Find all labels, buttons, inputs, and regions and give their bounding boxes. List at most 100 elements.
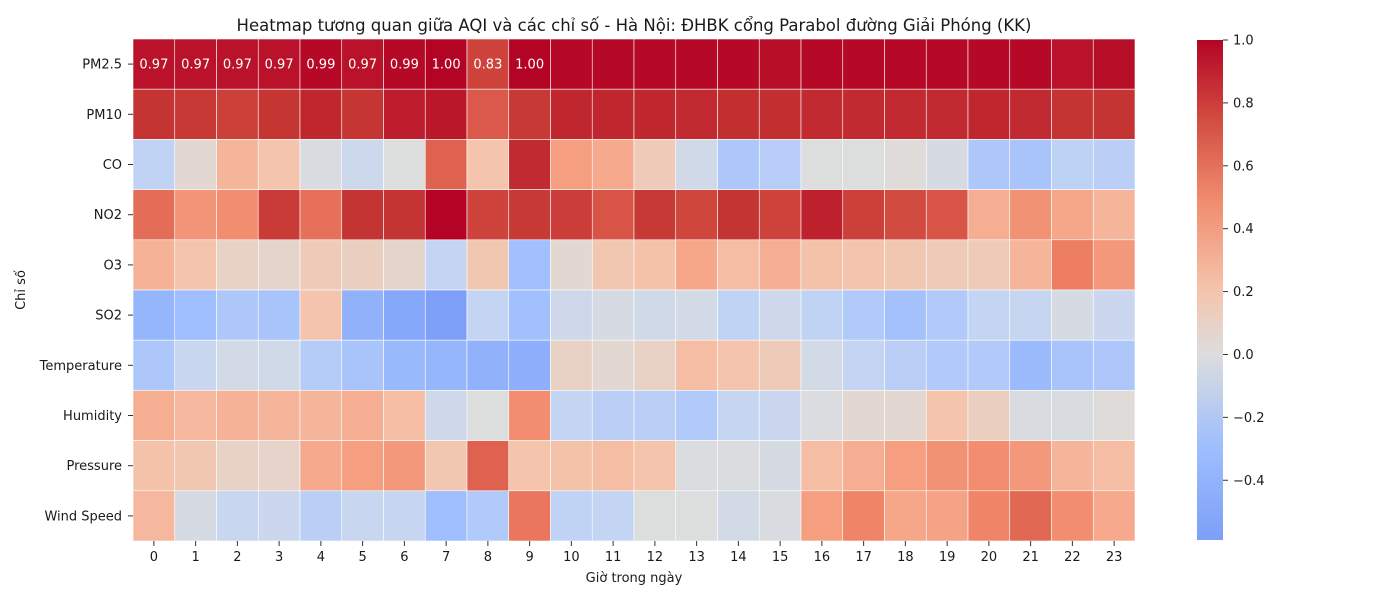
- heatmap-cell: [967, 440, 1011, 492]
- x-tick-label: 20: [981, 550, 998, 565]
- heatmap-cell: [717, 38, 760, 90]
- y-tick-labels: PM2.5 PM10 CO NO2 O3 SO2 Temperature Humidity Pr…: [39, 58, 133, 524]
- colorbar-tick-label: 0.2: [1233, 285, 1254, 300]
- heatmap-cell: [884, 88, 927, 140]
- heatmap-cell: [717, 490, 760, 542]
- x-tick-label: 2: [233, 550, 241, 565]
- heatmap-cell: [1009, 490, 1052, 542]
- heatmap-cell: [174, 390, 217, 441]
- heatmap-cell: [1051, 239, 1094, 291]
- heatmap-cell: [132, 139, 176, 190]
- heatmap-cell: [174, 38, 217, 90]
- heatmap-cell: [633, 189, 677, 241]
- heatmap-cell: [842, 38, 885, 90]
- heatmap-cell: [925, 139, 969, 190]
- heatmap-cell: [967, 139, 1011, 190]
- heatmap-cell: [299, 88, 343, 140]
- heatmap-cell: [341, 88, 384, 140]
- heatmap-cell: [800, 289, 844, 341]
- x-tick-label: 23: [1106, 550, 1123, 565]
- heatmap-cell: [257, 139, 301, 190]
- y-tick-label: PM2.5: [82, 58, 122, 73]
- heatmap-cell: [842, 88, 885, 140]
- x-tick-label: 19: [939, 550, 956, 565]
- y-tick-label: CO: [103, 158, 122, 173]
- heatmap-cell: [383, 88, 426, 140]
- heatmap-cell: [299, 239, 343, 291]
- heatmap-cell: [508, 139, 551, 190]
- heatmap-cell: [257, 189, 301, 241]
- heatmap-cell: [842, 239, 885, 291]
- heatmap-cell: [1051, 289, 1094, 341]
- heatmap-cell: [842, 490, 885, 542]
- heatmap-cell: [675, 390, 718, 441]
- heatmap-cell: [1009, 189, 1052, 241]
- heatmap-cell: [132, 339, 176, 391]
- heatmap-cell: [1009, 289, 1052, 341]
- heatmap-cell: [758, 390, 802, 441]
- heatmap-cell: [174, 440, 217, 492]
- heatmap-cell: [1009, 390, 1052, 441]
- cell-annotation: 0.99: [390, 58, 419, 73]
- x-tick-label: 22: [1064, 550, 1081, 565]
- heatmap-cell: [842, 390, 885, 441]
- heatmap-cell: [1051, 339, 1094, 391]
- x-tick-label: 14: [730, 550, 747, 565]
- heatmap-cell: [299, 390, 343, 441]
- heatmap-cell: [383, 390, 426, 441]
- x-tick-label: 0: [150, 550, 158, 565]
- heatmap-cell: [675, 139, 718, 190]
- heatmap-cell: [341, 390, 384, 441]
- y-tick-label: SO2: [95, 309, 122, 324]
- heatmap-cell: [132, 239, 176, 291]
- heatmap-cell: [341, 339, 384, 391]
- heatmap-cell: [591, 88, 635, 140]
- heatmap-cell: [216, 289, 259, 341]
- heatmap-cell: [884, 339, 927, 391]
- heatmap-cell: [550, 490, 593, 542]
- heatmap-cell: [800, 490, 844, 542]
- cell-annotation: 0.97: [139, 58, 168, 73]
- heatmap-cell: [758, 189, 802, 241]
- heatmap-cell: [550, 88, 593, 140]
- heatmap-cell: [884, 440, 927, 492]
- cell-annotation: 0.97: [348, 58, 377, 73]
- heatmap-cell: [758, 139, 802, 190]
- heatmap-cell: [341, 440, 384, 492]
- heatmap-cell: [1092, 239, 1136, 291]
- heatmap-cell: [675, 440, 718, 492]
- heatmap-cell: [717, 189, 760, 241]
- x-tick-label: 1: [191, 550, 199, 565]
- heatmap-cell: [884, 289, 927, 341]
- heatmap-cell: [424, 440, 468, 492]
- heatmap-cell: [967, 490, 1011, 542]
- heatmap-cells: [132, 38, 1136, 542]
- colorbar-tick-label: 0.6: [1233, 159, 1254, 174]
- heatmap-cell: [383, 440, 426, 492]
- heatmap-cell: [132, 440, 176, 492]
- heatmap-cell: [257, 289, 301, 341]
- heatmap-cell: [341, 139, 384, 190]
- heatmap-cell: [508, 490, 551, 542]
- heatmap-cell: [216, 88, 259, 140]
- heatmap-cell: [884, 139, 927, 190]
- heatmap-cell: [174, 189, 217, 241]
- heatmap-cell: [257, 239, 301, 291]
- heatmap-cell: [717, 88, 760, 140]
- chart-title: Heatmap tương quan giữa AQI và các chỉ s…: [237, 16, 1032, 35]
- y-tick-label: PM10: [86, 108, 122, 123]
- heatmap-cell: [508, 339, 551, 391]
- heatmap-cell: [1009, 339, 1052, 391]
- heatmap-cell: [633, 88, 677, 140]
- y-tick-label: Wind Speed: [44, 509, 122, 524]
- heatmap-cell: [216, 38, 259, 90]
- heatmap-cell: [967, 38, 1011, 90]
- heatmap-cell: [466, 289, 510, 341]
- heatmap-cell: [633, 239, 677, 291]
- heatmap-cell: [800, 440, 844, 492]
- heatmap-cell: [591, 289, 635, 341]
- heatmap-cell: [675, 189, 718, 241]
- heatmap-cell: [1051, 139, 1094, 190]
- x-tick-label: 5: [358, 550, 366, 565]
- heatmap-cell: [1009, 38, 1052, 90]
